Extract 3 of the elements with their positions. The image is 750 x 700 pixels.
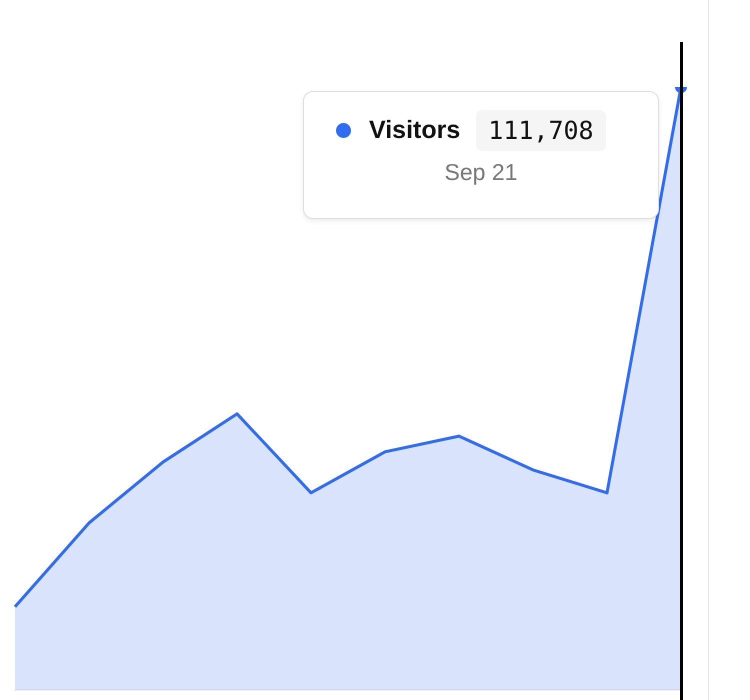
annotation: Sep 21 [444, 159, 518, 186]
annotation: 111,708 [476, 110, 606, 151]
legend-label: Visitors [369, 116, 460, 145]
